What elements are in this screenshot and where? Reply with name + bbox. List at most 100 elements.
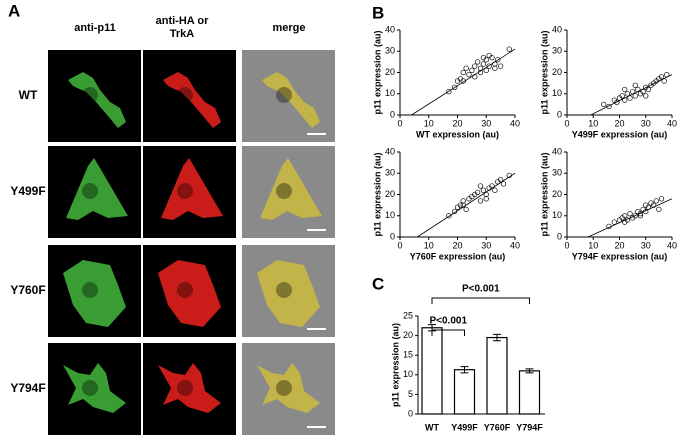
- row-label: WT: [19, 88, 38, 102]
- y-axis-label: p11 expression (au): [372, 152, 382, 236]
- cell-shape: [257, 260, 320, 327]
- cell-shape: [66, 158, 128, 220]
- x-tick-label: 20: [452, 118, 462, 128]
- y-axis-label: p11 expression (au): [390, 323, 400, 407]
- significance-bracket: [431, 329, 465, 336]
- point: [643, 93, 649, 99]
- fit-line: [417, 172, 516, 238]
- x-tick-label: 0: [397, 118, 402, 128]
- y-tick-label: 30: [385, 168, 395, 178]
- cell-shape: [158, 260, 221, 327]
- nucleus: [82, 183, 98, 199]
- y-tick-label: 20: [403, 330, 413, 340]
- point: [632, 213, 638, 219]
- y-tick-label: 40: [385, 146, 395, 156]
- cell-shape: [68, 72, 126, 128]
- y-tick-label: 0: [390, 109, 395, 119]
- point: [474, 59, 481, 65]
- point: [480, 61, 487, 67]
- x-tick-label: 40: [667, 118, 677, 128]
- point: [632, 93, 638, 99]
- point: [614, 99, 620, 105]
- point: [629, 88, 636, 95]
- point: [480, 54, 487, 61]
- x-tick-label: 20: [614, 118, 624, 128]
- x-tick-label: 30: [481, 118, 491, 128]
- y-tick-label: 0: [557, 231, 562, 241]
- bar: [421, 327, 443, 415]
- point: [492, 61, 498, 67]
- point: [661, 78, 667, 84]
- nucleus: [276, 380, 292, 396]
- point: [656, 206, 662, 213]
- point: [480, 187, 487, 193]
- y-tick-label: 20: [552, 67, 562, 77]
- panel-label: A: [8, 1, 20, 20]
- point: [650, 202, 657, 208]
- point: [637, 213, 644, 219]
- point: [460, 69, 466, 76]
- nucleus: [276, 282, 292, 298]
- x-tick-label: 30: [481, 240, 491, 250]
- column-header: anti-HA or TrkA: [155, 15, 209, 40]
- row-label: Y499F: [10, 184, 45, 198]
- point: [472, 74, 478, 80]
- x-tick-label: 20: [452, 240, 462, 250]
- x-tick-label: 0: [564, 118, 569, 128]
- point: [622, 86, 628, 93]
- x-tick-label: 10: [588, 240, 598, 250]
- x-tick-label: 30: [641, 240, 651, 250]
- point: [483, 67, 489, 74]
- y-tick-label: 10: [403, 369, 413, 379]
- x-tick-label: 0: [397, 240, 402, 250]
- point: [658, 74, 665, 80]
- nucleus: [82, 282, 98, 298]
- x-tick-label: Y760F: [484, 422, 511, 432]
- nucleus: [177, 380, 193, 396]
- x-tick-label: 40: [510, 118, 520, 128]
- point: [483, 196, 489, 202]
- x-tick-label: 20: [614, 240, 624, 250]
- point: [619, 93, 625, 99]
- x-axis-label: WT expression (au): [416, 129, 499, 139]
- point: [483, 191, 489, 198]
- cell-shape: [260, 158, 322, 220]
- point: [477, 69, 484, 76]
- point: [492, 65, 498, 71]
- point: [457, 202, 464, 208]
- point: [622, 97, 628, 103]
- point: [635, 86, 641, 93]
- point: [466, 71, 472, 78]
- bar: [453, 369, 476, 415]
- error-bar: [493, 333, 501, 342]
- point: [497, 176, 504, 183]
- x-axis-label: Y760F expression (au): [410, 251, 506, 261]
- point: [463, 65, 469, 71]
- x-tick-label: 40: [510, 240, 520, 250]
- point: [469, 67, 475, 74]
- cell-shape: [63, 260, 126, 327]
- x-tick-label: 40: [667, 240, 677, 250]
- point: [460, 198, 466, 204]
- panel-label: B: [372, 3, 384, 22]
- y-tick-label: 0: [557, 109, 562, 119]
- y-axis-label: p11 expression (au): [539, 152, 549, 236]
- y-tick-label: 30: [552, 46, 562, 56]
- nucleus: [177, 87, 193, 103]
- y-tick-label: 5: [408, 389, 413, 399]
- nucleus: [177, 183, 193, 199]
- y-tick-label: 25: [403, 310, 413, 320]
- error-bar: [525, 368, 534, 374]
- point: [624, 91, 631, 97]
- point: [643, 202, 649, 208]
- y-tick-label: 15: [403, 350, 413, 360]
- x-tick-label: 10: [424, 240, 434, 250]
- cell-shape: [158, 363, 221, 413]
- point: [463, 206, 469, 213]
- y-axis-label: p11 expression (au): [539, 30, 549, 114]
- x-tick-label: 30: [641, 118, 651, 128]
- y-axis-label: p11 expression (au): [372, 30, 382, 114]
- row-label: Y794F: [10, 381, 45, 395]
- point: [645, 86, 652, 93]
- point: [477, 198, 484, 204]
